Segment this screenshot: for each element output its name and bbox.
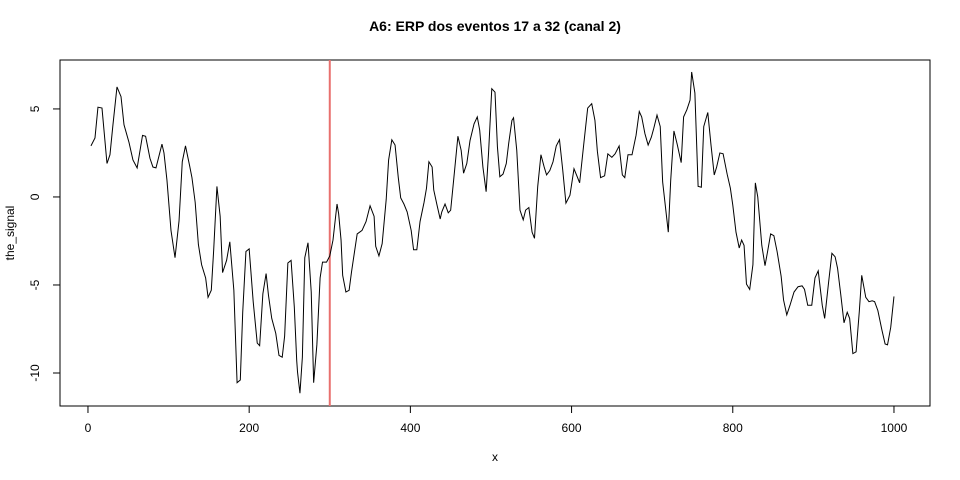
signal-line (90, 71, 895, 394)
y-tick-label: -10 (28, 364, 42, 382)
x-tick-label: 200 (239, 421, 259, 435)
y-axis-label: the_signal (3, 206, 17, 261)
y-tick-label: 5 (28, 105, 42, 112)
plot-frame (59, 59, 931, 407)
y-tick-label: -5 (28, 279, 42, 290)
x-tick-label: 400 (400, 421, 420, 435)
chart-title: A6: ERP dos eventos 17 a 32 (canal 2) (369, 18, 621, 34)
x-tick-label: 1000 (881, 421, 908, 435)
x-tick-label: 800 (723, 421, 743, 435)
x-tick-label: 600 (562, 421, 582, 435)
x-axis-label: x (492, 450, 498, 464)
x-tick-label: 0 (85, 421, 92, 435)
y-tick-label: 0 (28, 193, 42, 200)
